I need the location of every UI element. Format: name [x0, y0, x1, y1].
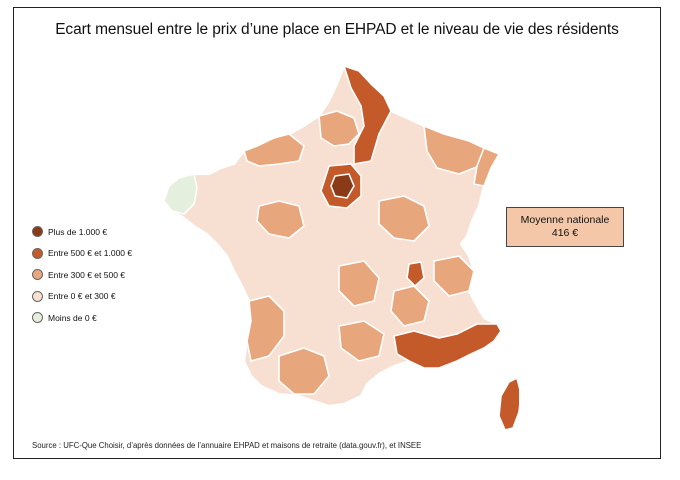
region-south-west: [278, 347, 330, 395]
average-label: Moyenne nationale: [520, 214, 610, 226]
france-department-map: [162, 64, 519, 431]
region-aquitaine: [246, 295, 285, 362]
legend-label: Entre 0 € et 300 €: [48, 291, 116, 302]
region-alsace: [473, 147, 500, 187]
region-centre-west: [256, 200, 305, 239]
infographic-card: Ecart mensuel entre le prix d’une place …: [13, 7, 661, 459]
legend-item: Entre 500 € et 1.000 €: [32, 243, 182, 265]
legend-item: Entre 0 € et 300 €: [32, 286, 182, 308]
legend-swatch: [32, 269, 43, 281]
legend-label: Moins de 0 €: [48, 312, 97, 323]
region-paris: [330, 173, 355, 199]
region-corsica: [498, 377, 519, 431]
legend-swatch: [32, 247, 43, 259]
legend-label: Entre 300 € et 500 €: [48, 269, 126, 280]
region-rhone-valley: [406, 261, 425, 287]
region-auvergne: [338, 260, 380, 307]
source-note: Source : UFC-Que Choisir, d’après donnée…: [32, 441, 422, 450]
region-normandy: [243, 133, 305, 167]
region-occitanie-east: [338, 320, 385, 362]
legend-label: Entre 500 € et 1.000 €: [48, 248, 133, 259]
map-title: Ecart mensuel entre le prix d’une place …: [55, 21, 619, 38]
legend-item: Plus de 1.000 €: [32, 221, 182, 243]
region-provence-coast: [393, 323, 502, 369]
legend-item: Entre 300 € et 500 €: [32, 264, 182, 286]
legend-swatch: [32, 226, 43, 238]
legend-swatch: [32, 312, 43, 324]
map-legend: Plus de 1.000 € Entre 500 € et 1.000 € E…: [32, 221, 182, 329]
national-average-box: Moyenne nationale 416 €: [506, 207, 624, 247]
legend-label: Plus de 1.000 €: [48, 226, 108, 237]
region-finistere: [163, 173, 198, 215]
region-north-medium: [318, 110, 360, 147]
region-burgundy: [378, 195, 430, 242]
region-nord: [343, 65, 392, 165]
legend-swatch: [32, 290, 43, 302]
region-alps-north: [433, 255, 475, 297]
legend-item: Moins de 0 €: [32, 307, 182, 329]
average-value: 416 €: [551, 227, 579, 239]
